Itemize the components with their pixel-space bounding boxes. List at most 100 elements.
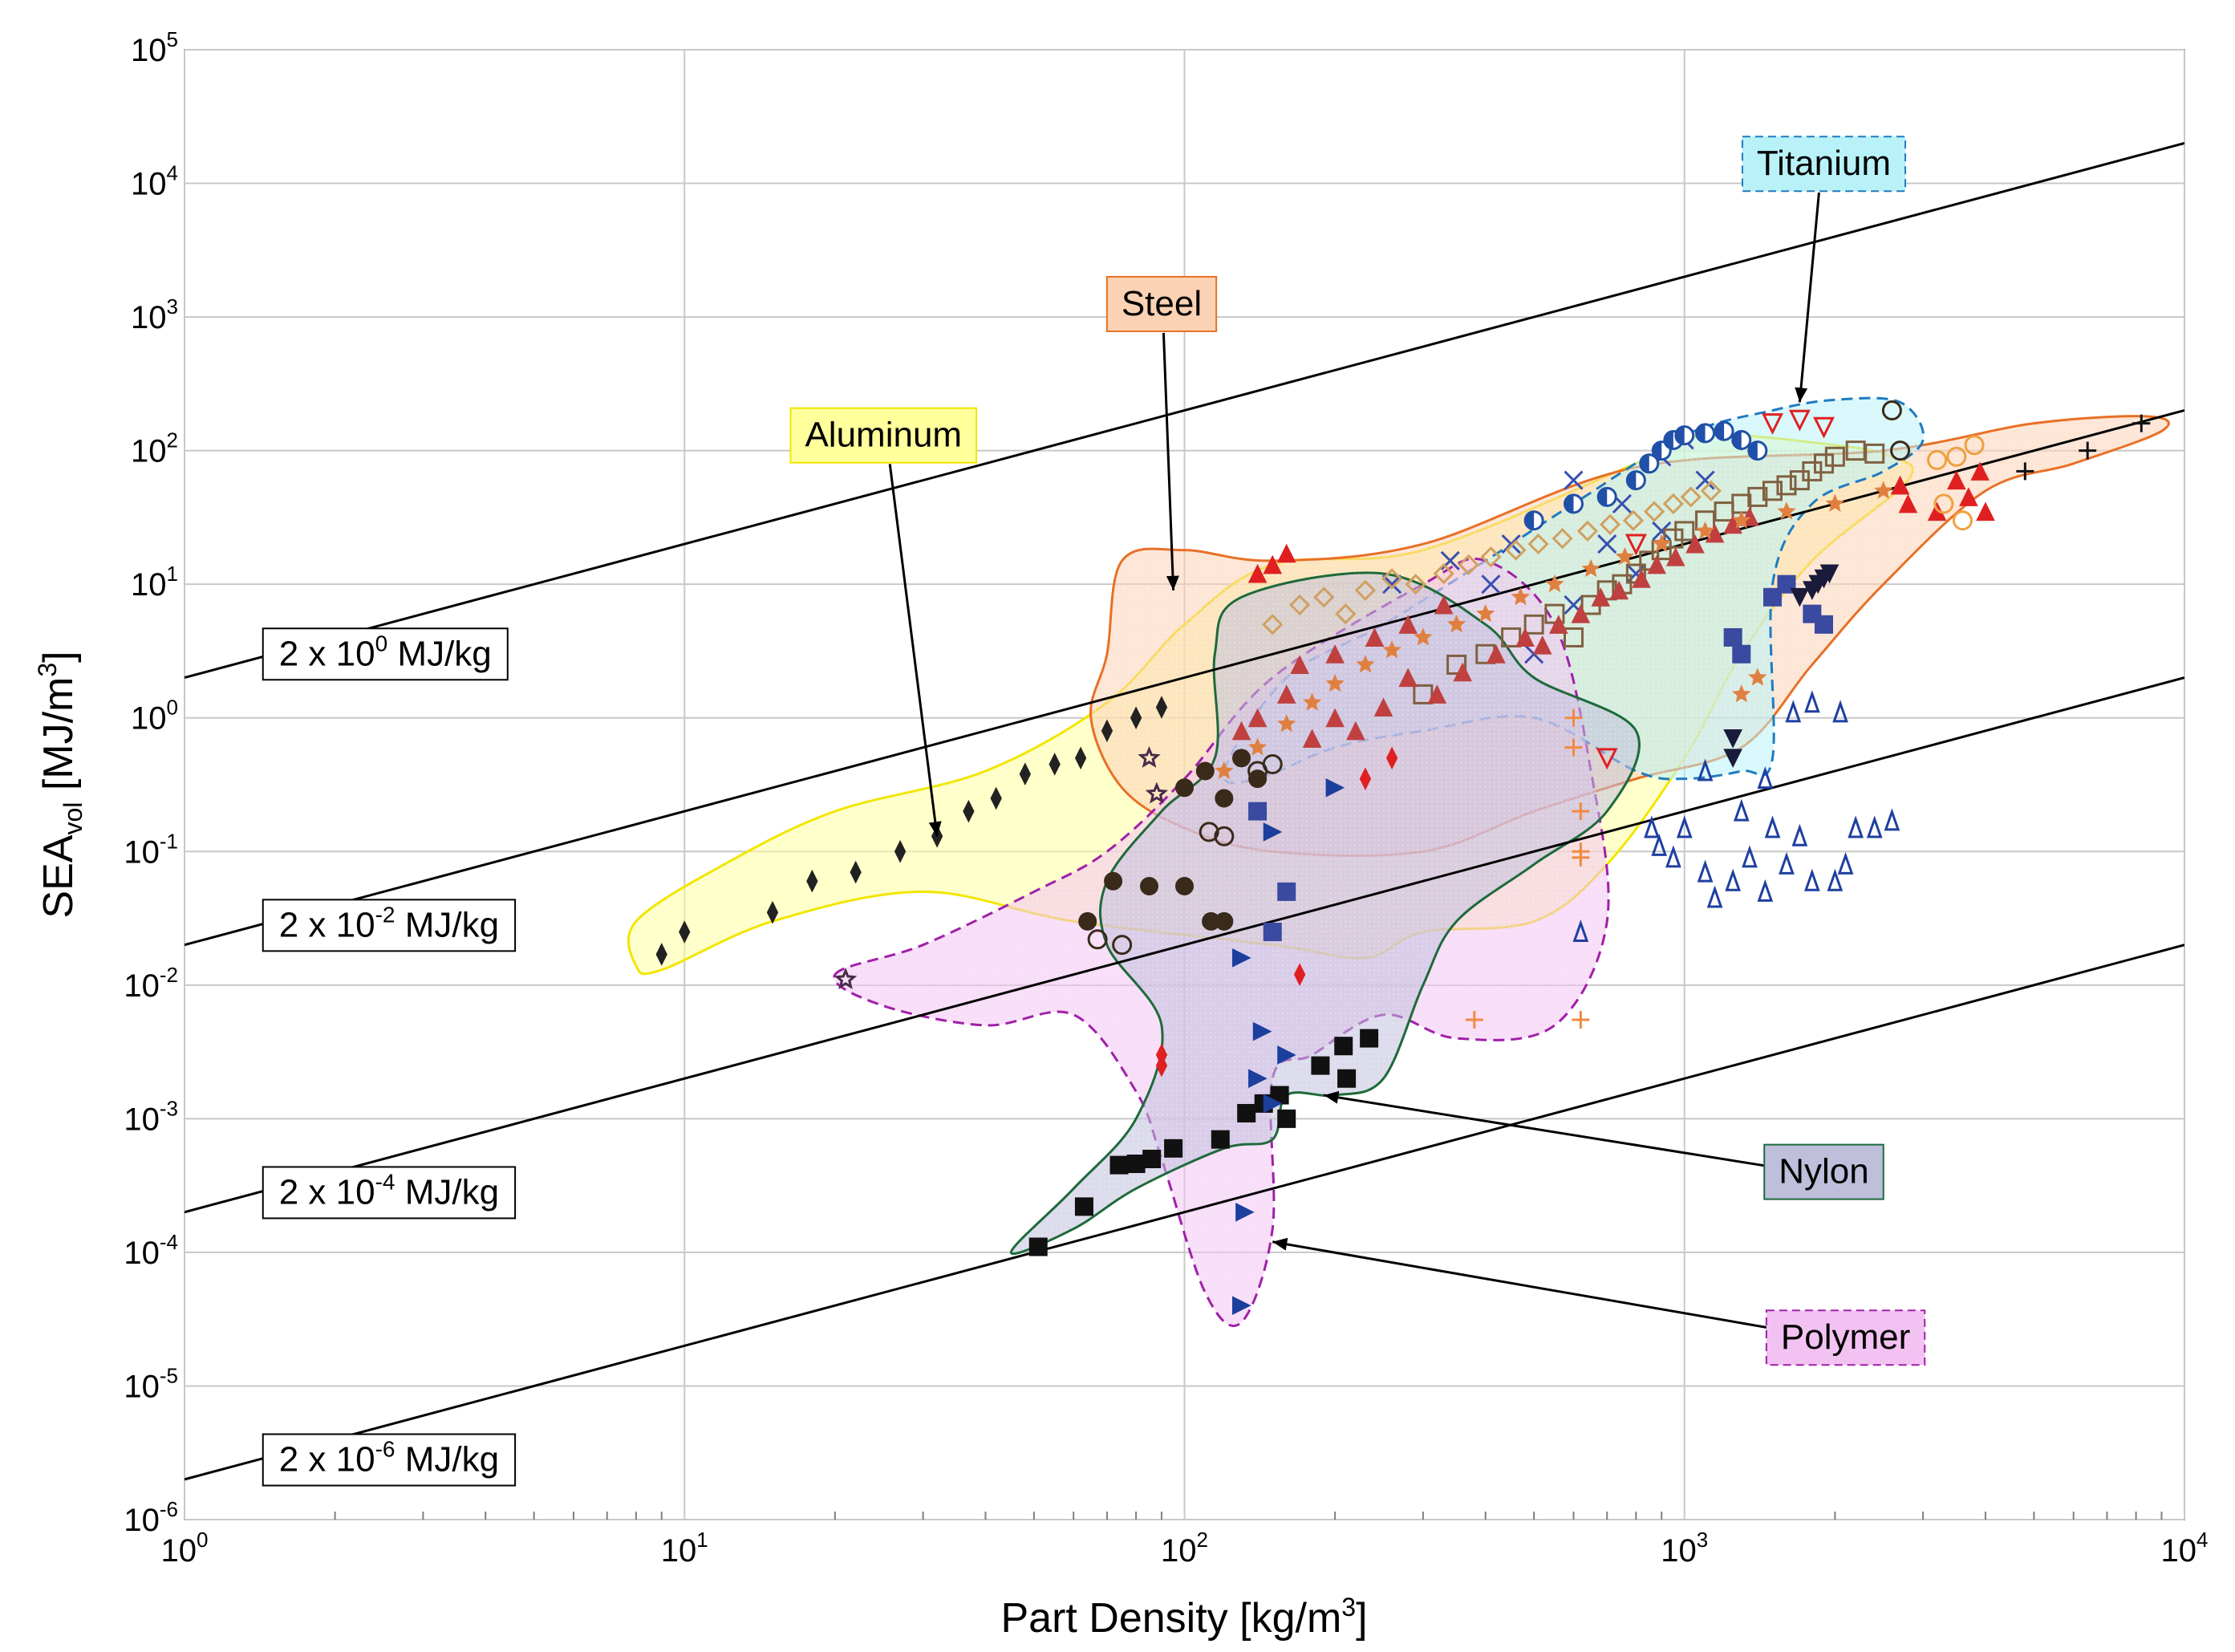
data-point-black-diamonds — [1130, 706, 1142, 730]
y-tick-label: 105 — [131, 27, 178, 68]
data-point-mixed-cloud-d — [1581, 558, 1600, 578]
data-point-red-filled-triangles — [1976, 501, 1995, 522]
data-point-black-plus — [2079, 441, 2097, 460]
data-point-mixed-cloud-c — [1480, 546, 1502, 568]
data-point-blue-circles-half-half — [1653, 441, 1662, 460]
data-point-mixed-cloud-b — [1373, 697, 1393, 717]
data-point-black-squares — [1164, 1139, 1183, 1158]
series-orange-circles — [1927, 435, 1985, 531]
data-point-dark-open-circles — [1890, 440, 1911, 461]
data-point-blue-triangles-open — [1779, 851, 1795, 875]
callout-label-polymer: Polymer — [1781, 1317, 1910, 1357]
iso-label-exp: -2 — [375, 902, 395, 927]
data-point-red-diamonds — [1293, 963, 1306, 986]
data-point-mixed-cloud-d — [1545, 574, 1564, 593]
callout-label-nylon: Nylon — [1779, 1152, 1869, 1191]
data-point-navy-squares — [1732, 644, 1751, 664]
iso-label-2-x-10-2-mj-kg: 2 x 10-2 MJ/kg — [262, 899, 517, 952]
callout-labels: 2 x 100 MJ/kg2 x 10-2 MJ/kg2 x 10-4 MJ/k… — [262, 136, 1926, 1487]
data-point-mixed-cloud-c — [1458, 554, 1479, 575]
y-tick-exponent: -2 — [160, 963, 178, 987]
data-point-mixed-cloud-c — [1576, 520, 1599, 542]
data-point-mixed-cloud-b — [1571, 604, 1591, 623]
x-tick-exponent: 4 — [2196, 1528, 2208, 1552]
data-point-blue-right-triangles — [1252, 1021, 1272, 1041]
data-point-red-filled-triangles — [1247, 563, 1268, 583]
callout-arrowhead-steel — [1166, 575, 1179, 591]
data-point-black-squares — [1126, 1155, 1146, 1174]
data-point-mixed-cloud-b — [1591, 587, 1611, 607]
data-point-blue-triangles-open — [1884, 808, 1900, 831]
y-axis-title: SEAvol [MJ/m3] — [33, 651, 87, 918]
data-point-blue-right-triangles — [1325, 778, 1345, 798]
y-tick-label: 10-1 — [124, 829, 178, 870]
data-point-navy-squares — [1762, 587, 1782, 607]
data-point-blue-triangles-open — [1665, 845, 1681, 868]
data-point-blue-right-triangles — [1248, 1069, 1268, 1089]
data-point-blue-crosses — [1597, 534, 1617, 554]
data-point-blue-triangles-open — [1785, 700, 1802, 723]
iso-label-pre: 2 x 10 — [279, 905, 375, 944]
data-point-black-diamonds — [850, 860, 862, 884]
data-point-black-squares — [1311, 1056, 1330, 1075]
y-axis-title-sub: vol — [59, 802, 87, 835]
data-point-blue-right-triangles — [1263, 822, 1283, 842]
iso-label-post: MJ/kg — [395, 1172, 500, 1212]
data-point-mixed-cloud-d — [1615, 546, 1635, 566]
x-tick-base: 10 — [1661, 1533, 1697, 1569]
data-point-dark-open-circles — [1087, 929, 1108, 950]
data-point-mixed-cloud-c — [1354, 579, 1377, 601]
data-point-blue-circles-half-half — [1675, 426, 1685, 444]
callout-nylon: Nylon — [1763, 1143, 1884, 1200]
series-blue-right-triangles — [1232, 778, 1345, 1315]
y-tick-label: 102 — [131, 428, 178, 469]
data-point-mixed-cloud-c — [1643, 501, 1665, 522]
data-point-mixed-cloud-b — [1276, 684, 1296, 704]
y-tick-label: 10-5 — [124, 1363, 178, 1404]
y-tick-base: 10 — [124, 1236, 160, 1271]
data-point-red-open-inverted-triangles — [1625, 534, 1647, 556]
data-point-mixed-cloud-a — [1501, 627, 1522, 647]
x-axis-title-sup: 3 — [1341, 1593, 1356, 1622]
data-point-red-filled-triangles — [1263, 554, 1283, 574]
iso-label-pre: 2 x 10 — [279, 1440, 375, 1479]
data-point-mixed-cloud-a — [1663, 528, 1684, 549]
data-point-blue-triangles-open — [1697, 758, 1714, 781]
data-point-blue-triangles-open — [1791, 823, 1808, 846]
y-tick-label: 103 — [131, 294, 178, 335]
y-tick-base: 10 — [131, 701, 167, 737]
data-point-black-squares — [1142, 1149, 1162, 1168]
data-point-navy-squares — [1263, 923, 1282, 942]
x-tick-label: 101 — [661, 1528, 708, 1569]
iso-label-text: 2 x 10-2 MJ/kg — [279, 902, 499, 944]
data-point-orange-plus — [1564, 738, 1583, 757]
data-point-mixed-cloud-d — [1748, 668, 1767, 686]
data-point-dark-circles — [1232, 749, 1251, 768]
data-point-mixed-cloud-a — [1762, 481, 1783, 501]
data-point-black-diamonds — [679, 920, 691, 944]
y-axis-title-end: ] — [35, 651, 82, 662]
data-point-blue-circles-half — [1523, 510, 1544, 531]
x-tick-exponent: 2 — [1197, 1528, 1208, 1552]
data-point-dark-open-circles — [1262, 753, 1283, 774]
markers — [655, 400, 2151, 1315]
region-texture-nylon — [1011, 572, 1640, 1254]
data-point-dark-open-circles — [1214, 826, 1235, 846]
data-point-black-diamonds — [931, 824, 943, 848]
data-point-mixed-cloud-c — [1505, 539, 1527, 561]
data-point-mixed-cloud-b — [1609, 580, 1629, 600]
data-point-mixed-cloud-c — [1405, 574, 1426, 595]
data-point-mixed-cloud-b — [1427, 684, 1447, 704]
data-point-black-diamonds — [990, 786, 1002, 810]
callout-arrow-nylon — [1323, 1094, 1777, 1169]
series-navy-squares — [1248, 574, 1833, 942]
data-point-black-diamonds — [1074, 746, 1087, 770]
data-point-mixed-cloud-b — [1647, 554, 1666, 574]
data-point-navy-squares — [1248, 802, 1268, 821]
data-point-red-filled-triangles — [1890, 475, 1910, 495]
data-point-blue-triangles-open — [1742, 845, 1758, 868]
data-point-dark-stars — [1145, 781, 1169, 804]
data-point-mixed-cloud-b — [1365, 627, 1385, 647]
data-point-blue-crosses — [1695, 470, 1715, 490]
iso-label-text: 2 x 100 MJ/kg — [279, 631, 492, 673]
